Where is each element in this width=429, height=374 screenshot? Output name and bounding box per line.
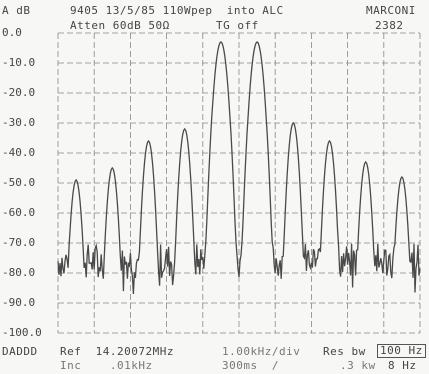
ref-frequency: Ref 14.20072MHz: [60, 345, 174, 358]
mode-label: DADDD: [2, 345, 38, 358]
atten-label: Atten 60dB 50Ω: [70, 19, 170, 32]
video-bw-value: 8 Hz: [388, 359, 417, 372]
model-label: 2382: [375, 19, 404, 32]
peak-point: [220, 41, 222, 43]
peak-point: [292, 122, 294, 124]
span-label: 1.00kHz/div: [222, 345, 301, 358]
peak-point: [328, 140, 331, 142]
y-tick-label: -50.0: [2, 176, 36, 189]
peak-point: [256, 41, 258, 43]
res-bw-value: 100 Hz: [377, 344, 426, 358]
header-title: 9405 13/5/85 110Wpep into ALC: [70, 4, 284, 17]
peak-point: [365, 161, 367, 163]
y-tick-label: -80.0: [2, 266, 36, 279]
res-bw-label: Res bw: [323, 345, 366, 358]
y-tick-label: -70.0: [2, 236, 36, 249]
y-tick-label: -30.0: [2, 116, 36, 129]
y-tick-label: -100.0: [2, 326, 42, 339]
peak-point: [75, 179, 77, 181]
y-tick-label: -20.0: [2, 86, 36, 99]
inc-label: Inc .01kHz: [60, 359, 153, 372]
y-tick-label: -10.0: [2, 56, 36, 69]
y-tick-label: -60.0: [2, 206, 36, 219]
spectrum-trace: [57, 41, 421, 295]
y-tick-label: -90.0: [2, 296, 36, 309]
y-tick-label: -40.0: [2, 146, 36, 159]
y-tick-label: 0.0: [2, 26, 22, 39]
unit-label: A dB: [2, 4, 31, 17]
peak-point: [147, 140, 150, 142]
peak-point: [184, 128, 186, 130]
peak-point: [111, 167, 113, 169]
sweep-label: 300ms /: [222, 359, 279, 372]
tg-label: TG off: [216, 19, 259, 32]
peak-point: [401, 176, 403, 178]
brand-label: MARCONI: [366, 4, 416, 17]
video-bw-label: .3 kw: [340, 359, 376, 372]
